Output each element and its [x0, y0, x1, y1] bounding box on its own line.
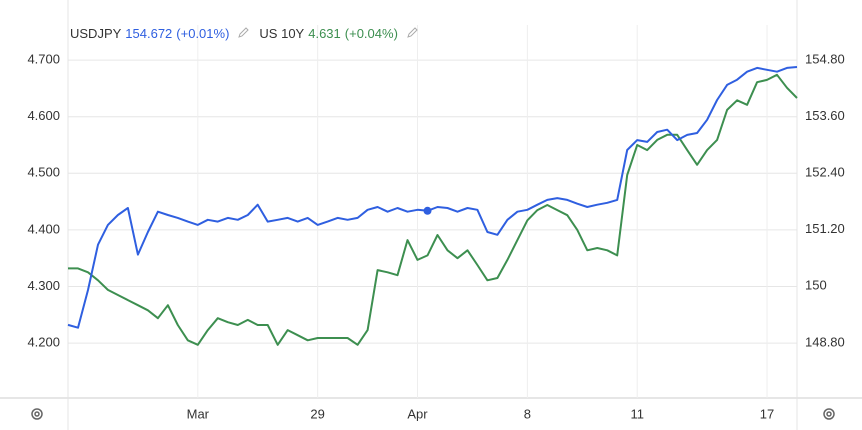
series-line — [68, 73, 798, 346]
y-tick-label: 4.400 — [27, 221, 60, 236]
legend-change: (+0.04%) — [344, 26, 398, 41]
x-tick-label: Apr — [407, 406, 428, 421]
settings-icon-left[interactable] — [31, 408, 43, 420]
hover-point — [423, 206, 432, 215]
legend: USDJPY 154.672 (+0.01%) US 10Y 4.631 (+0.04%) — [70, 26, 428, 41]
legend-name: USDJPY — [70, 26, 122, 41]
y2-tick-label: 148.80 — [805, 334, 845, 349]
x-tick-label: 29 — [310, 406, 324, 421]
y-tick-label: 4.500 — [27, 165, 60, 180]
legend-value: 4.631 — [308, 26, 341, 41]
x-tick-label: 17 — [760, 406, 774, 421]
edit-icon[interactable] — [406, 27, 418, 39]
y-tick-label: 4.700 — [27, 52, 60, 67]
y2-tick-label: 151.20 — [805, 221, 845, 236]
series-line — [67, 66, 798, 329]
legend-value: 154.672 — [125, 26, 173, 41]
settings-icon-right[interactable] — [823, 408, 835, 420]
x-tick-label: 11 — [630, 406, 644, 421]
y2-tick-label: 152.40 — [805, 165, 845, 180]
y-tick-label: 4.600 — [27, 108, 60, 123]
y2-tick-label: 154.80 — [805, 51, 845, 66]
y-tick-label: 4.300 — [27, 278, 60, 293]
y2-tick-label: 153.60 — [805, 108, 845, 123]
y2-tick-label: 150 — [805, 278, 827, 293]
legend-name: US 10Y — [259, 26, 305, 41]
edit-icon[interactable] — [237, 27, 250, 39]
y-tick-label: 4.200 — [27, 335, 60, 350]
legend-change: (+0.01%) — [176, 26, 230, 41]
x-tick-label: Mar — [187, 406, 210, 421]
x-tick-label: 8 — [524, 406, 531, 421]
